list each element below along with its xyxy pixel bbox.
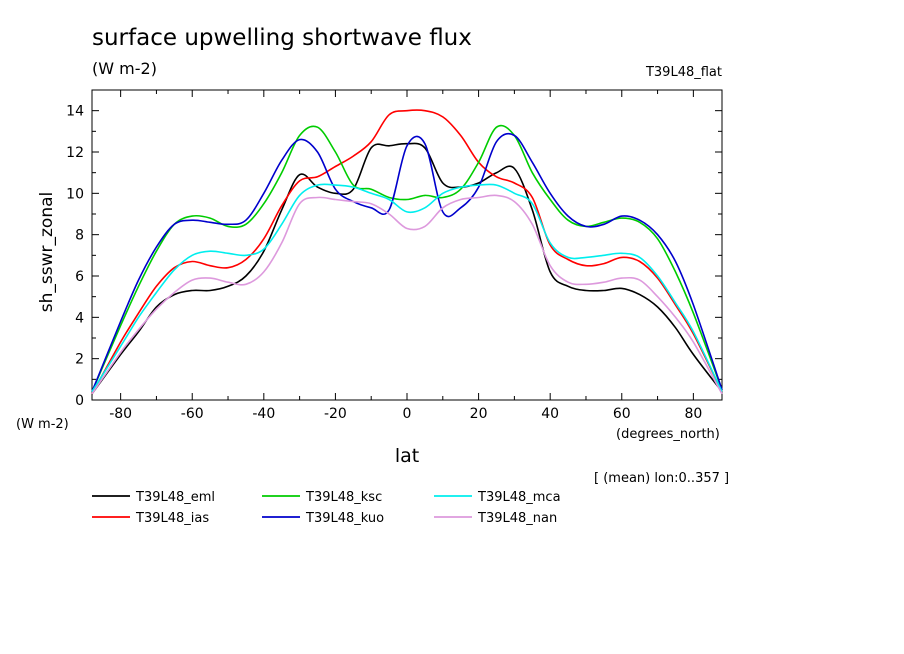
legend-label: T39L48_eml [135, 490, 215, 505]
experiment-label: T39L48_flat [645, 65, 722, 80]
y-axis-label: sh_sswr_zonal [37, 192, 57, 312]
legend-label: T39L48_ksc [305, 490, 382, 505]
legend-item: T39L48_mca [434, 490, 561, 505]
series-line-t39l48-mca [91, 183, 723, 393]
x-tick-label: 80 [684, 406, 702, 422]
x-tick-label: -20 [324, 406, 347, 422]
y-tick-label: 0 [75, 393, 84, 409]
plot-frame [91, 89, 723, 401]
legend-item: T39L48_ias [92, 511, 209, 526]
x-tick-label: 20 [470, 406, 488, 422]
legend-item: T39L48_nan [434, 511, 557, 526]
legend-label: T39L48_ias [135, 511, 209, 526]
y-tick-label: 4 [75, 310, 84, 326]
y-axis-units: (W m-2) [16, 417, 69, 432]
y-tick-label: 12 [66, 145, 84, 161]
x-axis-label: lat [395, 445, 419, 467]
y-tick-label: 10 [66, 186, 84, 202]
legend-label: T39L48_nan [477, 511, 557, 526]
series-line-t39l48-nan [91, 194, 723, 395]
x-tick-label: 0 [403, 406, 412, 422]
plot-area: -80 -60 -40 -20 0 20 40 60 80 0 2 4 6 8 10 12 14 [66, 89, 723, 422]
series-line-t39l48-kuo [91, 132, 723, 393]
chart-title: surface upwelling shortwave flux [92, 25, 472, 51]
x-tick-label: 40 [541, 406, 559, 422]
y-tick-label: 2 [75, 352, 84, 368]
legend-label: T39L48_kuo [305, 511, 384, 526]
series-line-t39l48-eml [91, 142, 723, 395]
x-tick-label: -60 [181, 406, 204, 422]
legend-item: T39L48_kuo [262, 511, 384, 526]
y-tick-label: 6 [75, 269, 84, 285]
y-tick-label: 8 [75, 228, 84, 244]
x-axis-units: (degrees_north) [616, 427, 720, 442]
x-tick-label: -80 [109, 406, 132, 422]
legend: T39L48_eml T39L48_ias T39L48_ksc T39L48_kuo… [92, 490, 561, 526]
legend-item: T39L48_eml [92, 490, 215, 505]
legend-item: T39L48_ksc [262, 490, 382, 505]
y-tick-label: 14 [66, 104, 84, 120]
title-units: (W m-2) [92, 59, 157, 78]
averaging-note: [ (mean) lon:0..357 ] [594, 471, 729, 486]
series-line-t39l48-ias [91, 109, 723, 395]
x-tick-label: -40 [252, 406, 275, 422]
legend-label: T39L48_mca [477, 490, 561, 505]
x-tick-label: 60 [613, 406, 631, 422]
